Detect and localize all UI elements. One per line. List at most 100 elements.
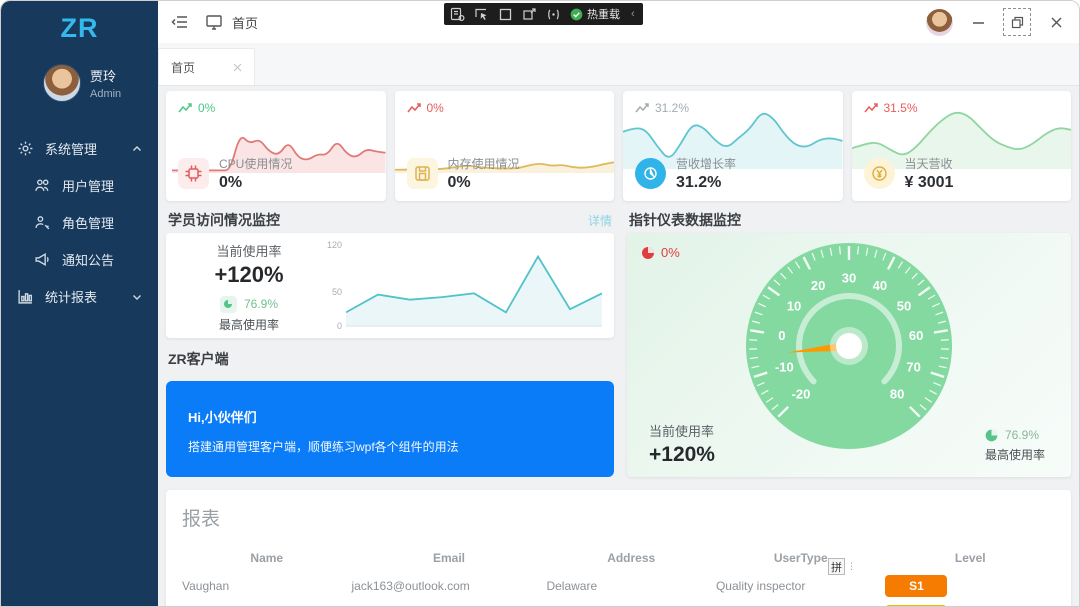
visits-monitor-card[interactable]: 当前使用率 +120% 76.9% 最高使用率 0 50 120 (166, 233, 614, 338)
mini-red-pie-icon (642, 246, 654, 259)
mini-pie-icon (985, 429, 998, 441)
cpu-sparkline (172, 121, 386, 173)
gauge-section-title: 指针仪表数据监控 (629, 212, 741, 228)
breadcrumb[interactable]: 首页 (232, 15, 259, 31)
level-badge: S1 (885, 605, 948, 606)
titlebar-avatar[interactable] (926, 8, 953, 36)
svg-text:-20: -20 (792, 387, 811, 402)
selection-cursor-icon[interactable] (474, 7, 489, 22)
stat-card-memory[interactable]: 0% 内存使用情况 0% (394, 91, 614, 201)
hot-reload-button[interactable]: 热重载 (570, 6, 620, 22)
sidebar-item-label: 用户管理 (62, 179, 115, 194)
trend-badge: 0% (406, 101, 444, 115)
sidebar-item-notices[interactable]: 通知公告 (1, 241, 158, 278)
sidebar-menu: 系统管理 用户管理 角色管理 (1, 130, 158, 315)
live-visual-tree-icon[interactable] (450, 7, 465, 22)
close-button[interactable] (1045, 11, 1067, 33)
monitor-icon[interactable] (204, 12, 224, 32)
stat-card-revenue-growth[interactable]: 31.2% 营收增长率 31.2% (623, 91, 843, 201)
trend-up-icon (635, 102, 649, 112)
toolbar-collapse-chevron[interactable]: ‹ (631, 8, 635, 20)
sidebar-item-roles[interactable]: 角色管理 (1, 204, 158, 241)
sidebar-item-label: 通知公告 (62, 253, 115, 268)
svg-text:40: 40 (873, 278, 887, 293)
report-title: 报表 (182, 509, 221, 530)
details-link[interactable]: 详情 (587, 213, 612, 228)
trend-badge: 0% (178, 101, 215, 115)
minimize-button[interactable] (967, 11, 989, 33)
svg-text:30: 30 (842, 271, 856, 286)
trend-up-icon (863, 102, 878, 112)
bar-chart-icon (17, 288, 34, 305)
stat-cards-row: 0% CPU使用情况 0% (166, 91, 1071, 201)
maximize-button[interactable] (1009, 14, 1025, 30)
level-badge: S1 (885, 575, 948, 597)
gear-icon (17, 140, 34, 157)
svg-text:80: 80 (890, 387, 904, 402)
today-sparkline (851, 97, 1071, 169)
tab-home[interactable]: 首页 (158, 48, 255, 85)
sidebar-item-users[interactable]: 用户管理 (1, 167, 158, 204)
xaml-debug-toolbar: 热重载 ‹ (444, 3, 643, 25)
sidebar-item-system[interactable]: 系统管理 (1, 130, 158, 167)
user-profile[interactable]: 贾玲 Admin (1, 50, 158, 112)
svg-text:-10: -10 (775, 360, 794, 375)
ime-more-dots: ⋮ (847, 561, 856, 571)
client-banner[interactable]: Hi,小伙伴们 搭建通用管理客户端，顺便练习wpf各个组件的用法 (166, 381, 614, 477)
user-name: 贾玲 (90, 69, 117, 84)
track-element-icon[interactable] (522, 7, 537, 22)
y-axis: 0 50 120 (326, 240, 342, 331)
app-logo: ZR (60, 13, 99, 43)
sidebar-item-reports[interactable]: 统计报表 (1, 278, 158, 315)
svg-text:20: 20 (811, 278, 825, 293)
user-avatar (43, 64, 81, 102)
trend-up-icon (178, 102, 192, 112)
titlebar: 首页 (158, 1, 1079, 43)
client-section-title: ZR客户端 (168, 351, 229, 367)
table-row[interactable]: Vaughan jack163@outlook.com Delaware Qua… (182, 571, 1055, 601)
ime-indicator[interactable]: 拼 ⋮ (828, 558, 856, 575)
svg-text:10: 10 (787, 299, 801, 314)
gauge-card[interactable]: 0% -20 -10 0 10 20 30 40 50 60 70 80 当前使用率 +120% 7… (627, 233, 1071, 477)
collapse-sidebar-icon[interactable] (170, 12, 190, 32)
tab-strip: 首页 (158, 43, 1079, 86)
tab-close-icon[interactable] (233, 63, 242, 72)
stat-card-cpu[interactable]: 0% CPU使用情况 0% (166, 91, 386, 201)
svg-text:0: 0 (778, 328, 785, 343)
chevron-up-icon (132, 144, 142, 154)
role-key-icon (34, 214, 51, 231)
layout-adorners-icon[interactable] (498, 7, 513, 22)
memory-icon (406, 158, 438, 189)
sidebar-item-label: 统计报表 (45, 290, 98, 305)
hot-path-icon[interactable] (546, 7, 561, 22)
report-card: 报表 拼 ⋮ Name Email Address UserType Level… (166, 490, 1071, 606)
table-header-row: Name Email Address UserType Level (250, 551, 986, 565)
svg-text:50: 50 (897, 299, 911, 314)
check-circle-icon (570, 8, 583, 20)
megaphone-icon (34, 251, 51, 268)
mini-pie-icon (219, 295, 237, 313)
gauge-badge: 0% (641, 245, 680, 260)
right-column: 指针仪表数据监控 0% -20 -10 0 10 20 30 40 50 60 70 80 当前使用… (627, 205, 1071, 477)
sidebar-item-label: 角色管理 (62, 216, 115, 231)
visits-line-chart: 0 50 120 (327, 240, 602, 331)
trend-up-icon (406, 102, 421, 112)
user-role: Admin (90, 88, 122, 100)
users-icon (34, 177, 51, 194)
report-table: Name Email Address UserType Level Vaugha… (182, 545, 1055, 606)
revenue-sparkline (623, 97, 843, 169)
table-row[interactable]: Alda jack163@outlook.com Sheldon Quality… (182, 601, 1055, 606)
stat-card-today-revenue[interactable]: 31.5% 当天营收 ¥ 3001 (851, 91, 1071, 201)
dashboard-content: 0% CPU使用情况 0% (158, 87, 1079, 606)
svg-text:70: 70 (906, 360, 920, 375)
trend-badge: 31.2% (635, 101, 689, 115)
left-column: 学员访问情况监控 详情 当前使用率 +120% 76.9% (166, 205, 614, 477)
svg-text:60: 60 (909, 328, 923, 343)
selection-adorner (1003, 8, 1031, 36)
coin-yuan-icon (863, 158, 895, 189)
monitor-section-title: 学员访问情况监控 (168, 212, 280, 228)
main-area: 首页 (158, 1, 1079, 606)
sidebar-item-label: 系统管理 (45, 142, 98, 157)
